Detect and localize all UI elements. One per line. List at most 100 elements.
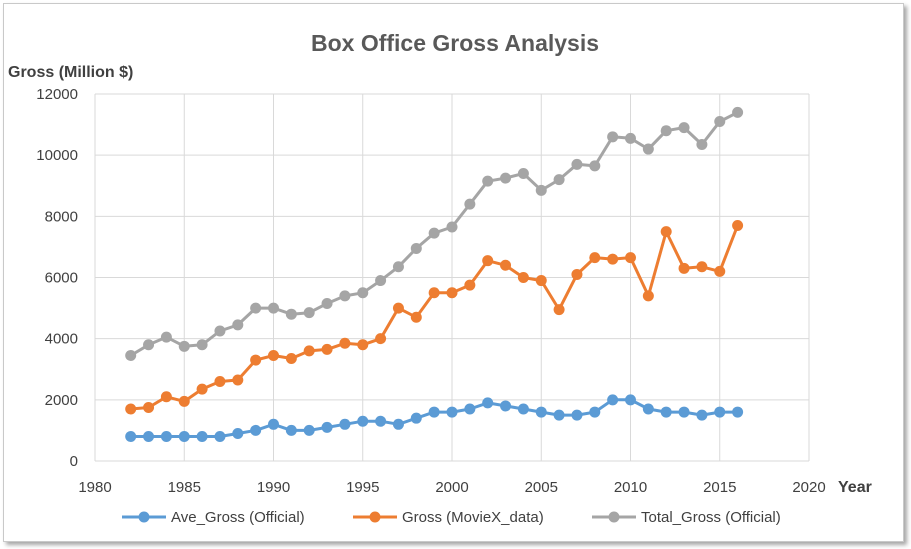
data-point bbox=[410, 311, 422, 323]
data-point bbox=[392, 261, 404, 273]
data-point bbox=[268, 302, 279, 314]
data-point bbox=[464, 279, 476, 291]
data-point bbox=[268, 349, 279, 361]
data-point bbox=[178, 395, 190, 407]
data-point bbox=[714, 406, 726, 418]
data-point bbox=[268, 418, 279, 430]
data-point bbox=[392, 418, 404, 430]
y-tick-labels: 0 2000 4000 6000 8000 10000 12000 bbox=[36, 86, 78, 470]
data-point bbox=[464, 403, 476, 415]
data-point bbox=[571, 268, 583, 280]
data-point bbox=[196, 383, 208, 395]
data-point bbox=[732, 220, 744, 232]
data-point bbox=[410, 412, 422, 424]
series-1 bbox=[125, 394, 744, 443]
data-point bbox=[642, 143, 654, 155]
data-point bbox=[482, 255, 494, 267]
data-point bbox=[553, 174, 565, 186]
x-tick-label: 2005 bbox=[525, 479, 558, 496]
data-point bbox=[321, 297, 333, 309]
data-point bbox=[339, 418, 351, 430]
data-point bbox=[303, 307, 315, 319]
data-point bbox=[339, 337, 351, 349]
data-point bbox=[357, 415, 369, 427]
data-point bbox=[678, 122, 690, 134]
x-tick-label: 2010 bbox=[614, 479, 647, 496]
data-point bbox=[125, 403, 137, 415]
data-point bbox=[571, 158, 583, 170]
data-point bbox=[375, 333, 387, 345]
data-point bbox=[285, 424, 297, 436]
data-point bbox=[375, 275, 387, 287]
data-point bbox=[214, 431, 226, 443]
data-point bbox=[232, 319, 244, 331]
x-tick-label: 1995 bbox=[346, 479, 379, 496]
data-point bbox=[642, 290, 654, 302]
legend-label: Total_Gross (Official) bbox=[641, 509, 781, 526]
data-point bbox=[428, 406, 440, 418]
data-point bbox=[660, 125, 672, 137]
data-point bbox=[535, 184, 547, 196]
data-point bbox=[143, 339, 155, 351]
y-tick-label: 8000 bbox=[45, 208, 78, 225]
data-point bbox=[214, 375, 226, 387]
series-2 bbox=[125, 220, 744, 415]
x-tick-label: 2000 bbox=[435, 479, 468, 496]
data-point bbox=[589, 160, 601, 172]
legend-item: Ave_Gross (Official) bbox=[122, 509, 305, 526]
y-tick-label: 4000 bbox=[45, 331, 78, 348]
x-tick-label: 1980 bbox=[78, 479, 111, 496]
data-point bbox=[178, 431, 190, 443]
data-point bbox=[357, 287, 369, 299]
data-point bbox=[464, 198, 476, 210]
x-tick-label: 1985 bbox=[168, 479, 201, 496]
data-point bbox=[607, 253, 619, 265]
series-3 bbox=[125, 106, 744, 361]
data-point bbox=[696, 261, 708, 273]
x-tick-labels: 1980 1985 1990 1995 2000 2005 2010 2015 2020 bbox=[78, 479, 825, 496]
data-point bbox=[303, 424, 315, 436]
data-point bbox=[535, 275, 547, 287]
data-point bbox=[446, 406, 458, 418]
data-point bbox=[678, 262, 690, 274]
data-point bbox=[625, 252, 636, 264]
data-point bbox=[660, 226, 672, 238]
data-point bbox=[375, 415, 387, 427]
data-point bbox=[214, 325, 226, 337]
x-tick-label: 2020 bbox=[792, 479, 825, 496]
gridlines bbox=[94, 93, 810, 462]
y-tick-label: 2000 bbox=[45, 392, 78, 409]
data-point bbox=[250, 354, 262, 366]
data-point bbox=[143, 401, 155, 413]
legend-item: Total_Gross (Official) bbox=[592, 509, 781, 526]
data-point bbox=[196, 431, 208, 443]
data-point bbox=[285, 353, 297, 365]
data-point bbox=[160, 431, 172, 443]
data-point bbox=[625, 394, 636, 406]
data-point bbox=[607, 131, 619, 143]
data-point bbox=[500, 259, 512, 271]
data-point bbox=[732, 106, 744, 118]
data-point bbox=[571, 409, 583, 421]
data-point bbox=[589, 252, 601, 264]
data-point bbox=[392, 302, 404, 314]
data-point bbox=[678, 406, 690, 418]
y-tick-label: 0 bbox=[70, 453, 78, 470]
data-point bbox=[303, 345, 315, 357]
data-point bbox=[517, 403, 529, 415]
data-point bbox=[321, 343, 333, 355]
y-axis-title: Gross (Million $) bbox=[8, 64, 133, 81]
x-axis-title: Year bbox=[838, 479, 872, 496]
legend-item: Gross (MovieX_data) bbox=[353, 509, 544, 526]
data-point bbox=[339, 290, 351, 302]
data-point bbox=[714, 265, 726, 277]
data-point bbox=[625, 132, 636, 144]
data-point bbox=[160, 391, 172, 403]
x-tick-label: 2015 bbox=[703, 479, 736, 496]
data-point bbox=[696, 409, 708, 421]
x-tick-label: 1990 bbox=[257, 479, 290, 496]
data-point bbox=[660, 406, 672, 418]
data-point bbox=[482, 397, 494, 409]
data-point bbox=[500, 400, 512, 412]
y-tick-label: 10000 bbox=[36, 147, 78, 164]
